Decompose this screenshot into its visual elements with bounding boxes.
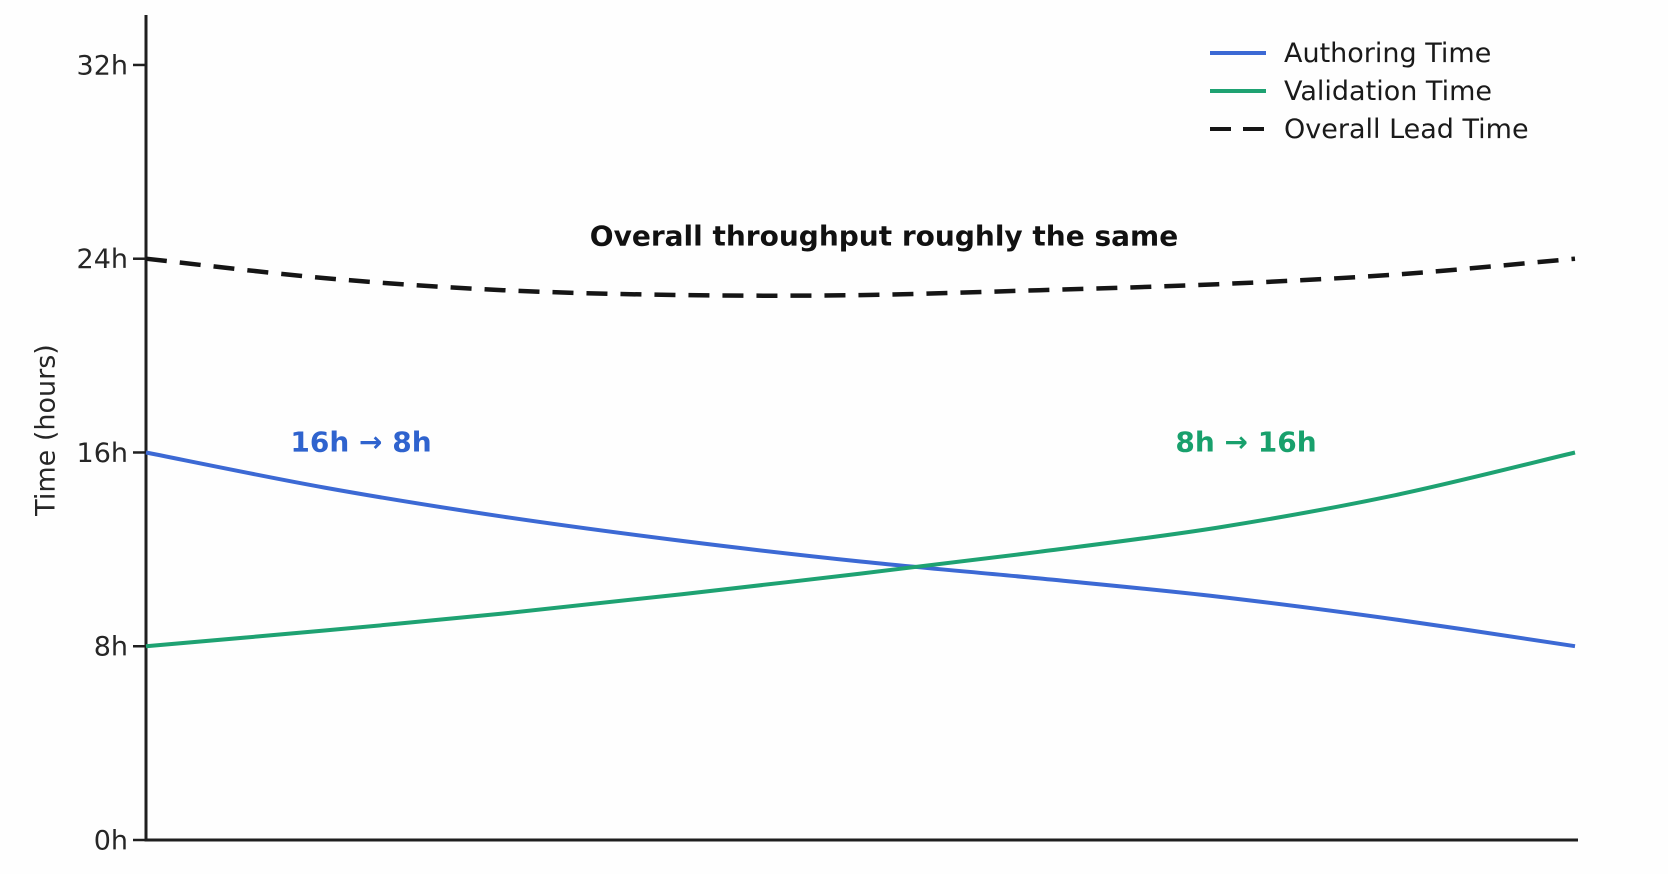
legend-label: Overall Lead Time — [1284, 113, 1529, 145]
y-tick-label: 8h — [94, 632, 128, 663]
y-tick-label: 16h — [77, 438, 128, 469]
legend-label: Authoring Time — [1284, 37, 1492, 69]
y-tick-label: 32h — [77, 50, 128, 81]
legend-item-overall-lead-time: Overall Lead Time — [1210, 110, 1529, 148]
legend-item-authoring-time: Authoring Time — [1210, 34, 1529, 72]
y-tick-label: 0h — [94, 826, 128, 857]
series-line-authoring-time — [145, 450, 1576, 649]
y-tick-label: 24h — [77, 244, 128, 275]
legend-line-swatch — [1210, 89, 1266, 93]
legend-line-swatch — [1210, 51, 1266, 55]
y-axis-label: Time (hours) — [30, 344, 62, 516]
annotation-validation-change: 8h → 16h — [1175, 425, 1317, 459]
annotation-authoring-change: 16h → 8h — [290, 425, 432, 459]
legend-item-validation-time: Validation Time — [1210, 72, 1529, 110]
legend-dashed-line-swatch — [1210, 127, 1266, 131]
series-line-overall-lead-time — [145, 256, 1576, 298]
annotation-overall-throughput: Overall throughput roughly the same — [589, 219, 1179, 253]
legend: Authoring Time Validation Time Overall Lea… — [1210, 34, 1529, 148]
legend-label: Validation Time — [1284, 75, 1492, 107]
series-line-validation-time — [145, 450, 1576, 649]
